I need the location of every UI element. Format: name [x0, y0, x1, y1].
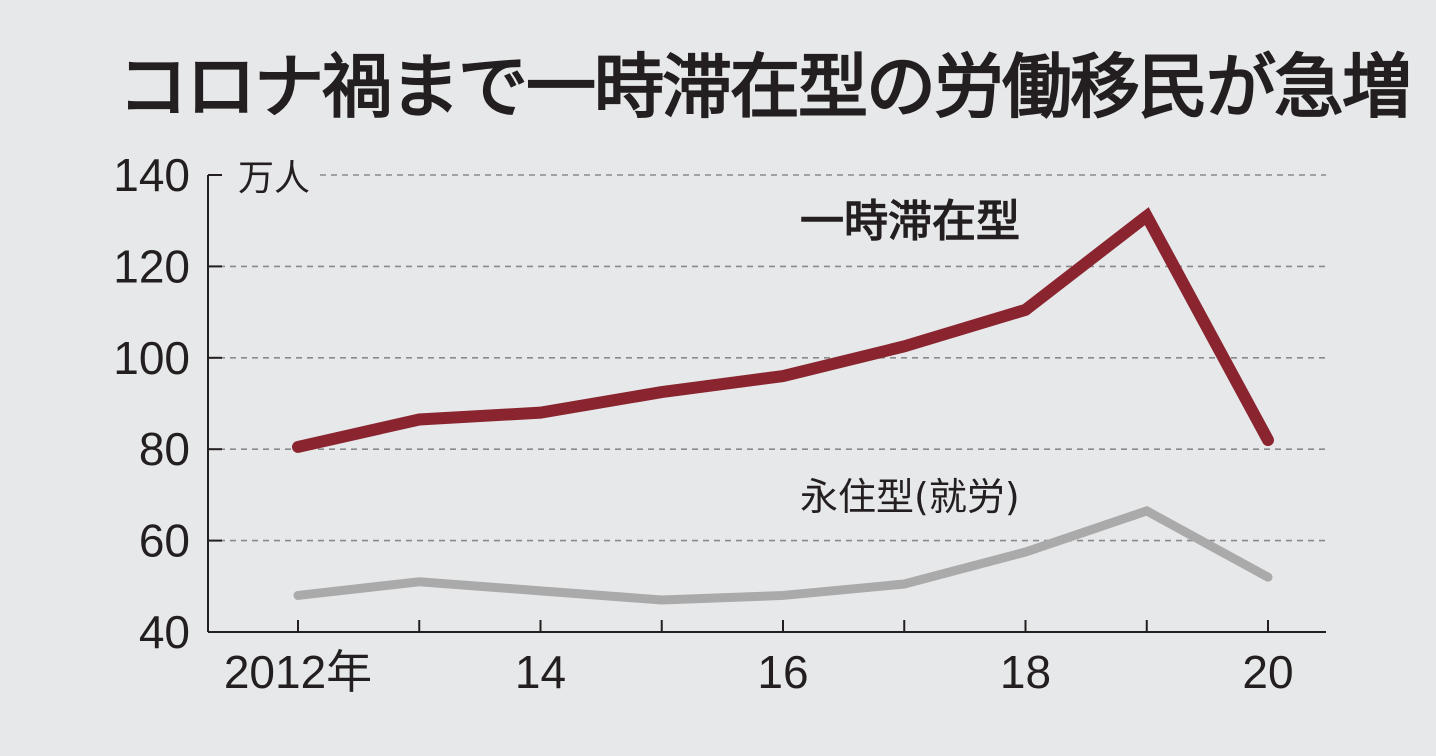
x-tick-label-2012: 2012年	[224, 646, 372, 698]
y-tick-label-140: 140	[113, 149, 190, 201]
series-label-permanent: 永住型(就労)	[800, 475, 1020, 519]
labels: 40 60 80 100 120 140 万人 2012年 14 16 18 20 一時滞在型永住型(就…	[113, 149, 1293, 698]
axes	[207, 174, 1326, 633]
y-tick-label-120: 120	[113, 240, 190, 292]
x-tick-label-2016: 16	[757, 646, 808, 698]
chart-title: コロナ禍まで一時滞在型の労働移民が急増	[118, 46, 1412, 128]
y-tick-label-80: 80	[139, 423, 190, 475]
series-line-0	[292, 207, 1274, 453]
series-label-temporary: 一時滞在型	[800, 196, 1020, 247]
series-line-1	[293, 505, 1273, 605]
x-tick-label-2018: 18	[1000, 646, 1051, 698]
series-lines	[292, 207, 1274, 605]
gridlines	[208, 174, 1326, 542]
y-tick-label-60: 60	[139, 515, 190, 567]
y-tick-label-100: 100	[113, 332, 190, 384]
y-unit-label: 万人	[238, 158, 310, 199]
x-tick-label-2014: 14	[515, 646, 566, 698]
x-tick-label-2020: 20	[1242, 646, 1293, 698]
y-tick-label-40: 40	[139, 606, 190, 658]
